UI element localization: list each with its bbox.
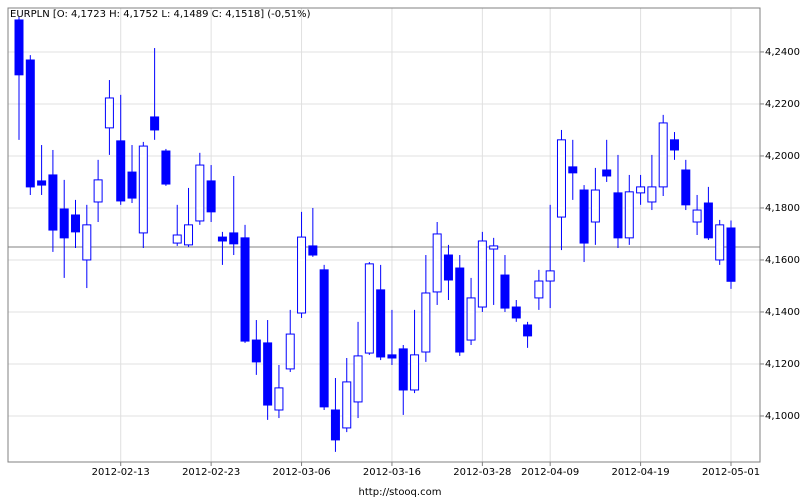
x-tick-label: 2012-03-28 — [453, 467, 511, 478]
candle-body — [274, 387, 284, 411]
candle-body — [500, 274, 510, 309]
candle-body — [71, 214, 81, 233]
candle-body — [93, 179, 103, 203]
candle-body — [477, 240, 487, 308]
candle-body — [421, 292, 431, 353]
candle-body — [104, 97, 114, 129]
candle-body — [138, 145, 148, 234]
candle-body — [681, 169, 691, 206]
candle-body — [172, 234, 182, 244]
candle-body — [613, 192, 623, 239]
candle-body — [263, 342, 273, 406]
candle-body — [342, 381, 352, 429]
candle-body — [511, 306, 521, 319]
y-tick-label: 4,1600 — [765, 255, 800, 266]
candle-body — [116, 140, 126, 202]
y-tick-label: 4,2400 — [765, 47, 800, 58]
candle-body — [240, 237, 250, 342]
x-tick-label: 2012-05-01 — [702, 467, 760, 478]
y-tick-label: 4,2200 — [765, 99, 800, 110]
plot-frame — [7, 7, 761, 463]
candle-body — [297, 236, 307, 314]
candle-body — [376, 289, 386, 358]
candle-body — [48, 174, 58, 231]
candle-body — [14, 19, 24, 76]
candle-body — [624, 191, 634, 239]
candle-body — [658, 122, 668, 188]
candle-body — [184, 224, 194, 246]
candle-body — [489, 245, 499, 250]
y-tick-label: 4,1200 — [765, 359, 800, 370]
candle-body — [534, 280, 544, 299]
candle-body — [251, 339, 261, 363]
candle-body — [59, 208, 69, 239]
x-tick-label: 2012-04-19 — [612, 467, 670, 478]
candle-body — [703, 202, 713, 239]
candle-body — [669, 139, 679, 151]
x-tick-label: 2012-04-09 — [521, 467, 579, 478]
candle-body — [590, 189, 600, 223]
candle-body — [387, 354, 397, 359]
candle-body — [82, 224, 92, 261]
candle-body — [150, 116, 160, 131]
y-tick-label: 4,1400 — [765, 307, 800, 318]
candle-body — [161, 150, 171, 185]
x-tick-label: 2012-03-06 — [272, 467, 330, 478]
candle-body — [523, 324, 533, 337]
candle-body — [37, 180, 47, 186]
candle-body — [715, 224, 725, 261]
y-tick-label: 4,1800 — [765, 203, 800, 214]
candle-body — [556, 139, 566, 218]
y-tick-label: 4,2000 — [765, 151, 800, 162]
candle-body — [545, 270, 555, 282]
candle-body — [308, 245, 318, 256]
candles — [8, 16, 760, 452]
candle-body — [602, 169, 612, 177]
y-tick-label: 4,1000 — [765, 411, 800, 422]
chart-title: EURPLN [O: 4,1723 H: 4,1752 L: 4,1489 C:… — [10, 9, 311, 20]
candle-body — [443, 254, 453, 281]
candle-body — [432, 233, 442, 293]
candle-body — [217, 236, 227, 242]
candle-body — [692, 209, 702, 223]
x-tick-label: 2012-02-13 — [92, 467, 150, 478]
candle-body — [285, 333, 295, 370]
candle-body — [647, 186, 657, 203]
candle-body — [726, 227, 736, 282]
candle-body — [466, 297, 476, 341]
candle-body — [455, 267, 465, 353]
candle-body — [25, 59, 35, 188]
candle-body — [127, 171, 137, 199]
candle-body — [206, 180, 216, 213]
candle-body — [410, 354, 420, 391]
candle-body — [364, 263, 374, 354]
source-label: http://stooq.com — [359, 487, 442, 498]
candle-body — [330, 409, 340, 441]
candle-body — [229, 232, 239, 245]
candle-body — [195, 164, 205, 222]
candle-body — [579, 189, 589, 244]
candle-body — [568, 166, 578, 174]
candle-body — [398, 348, 408, 391]
x-tick-label: 2012-03-16 — [363, 467, 421, 478]
x-tick-label: 2012-02-23 — [182, 467, 240, 478]
candle-body — [319, 269, 329, 408]
candle-body — [636, 186, 646, 194]
candle-body — [353, 355, 363, 403]
